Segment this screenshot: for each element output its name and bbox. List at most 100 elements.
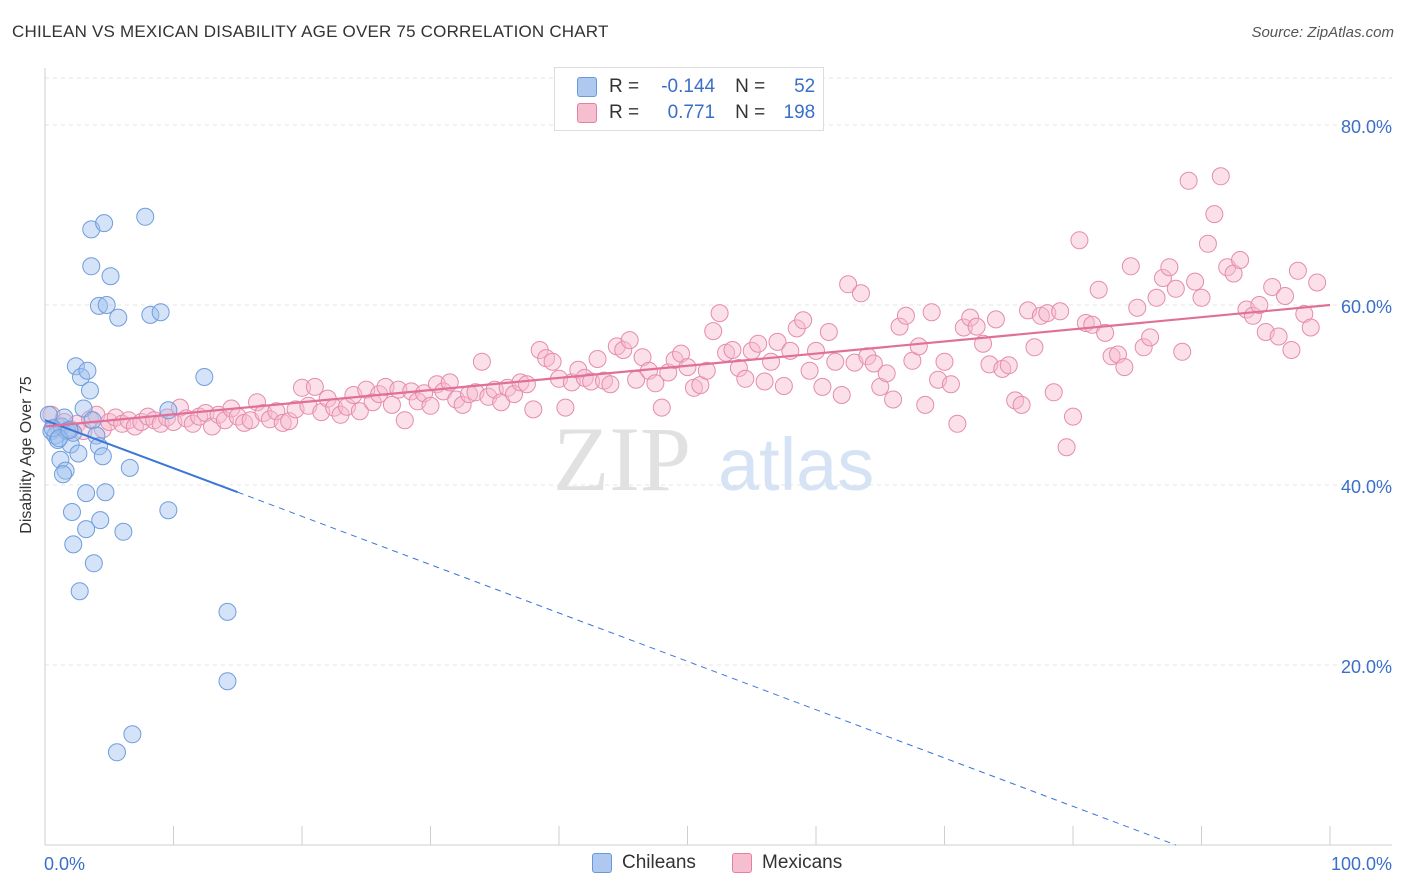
chilean-point <box>77 520 96 539</box>
chilean-point <box>66 357 85 376</box>
mexican-point <box>1102 347 1121 366</box>
legend-r-label: R = <box>609 76 640 97</box>
mexican-point <box>1051 302 1070 321</box>
mexican-point <box>1064 407 1082 426</box>
mexican-point <box>1153 269 1172 287</box>
mexican-point <box>864 354 883 373</box>
mexican-point <box>1263 278 1282 296</box>
bottom-legend-swatch-mexicans <box>732 853 752 873</box>
chilean-point <box>84 554 103 573</box>
chilean-point <box>62 503 81 521</box>
y-tick-label: 80.0% <box>1341 117 1392 137</box>
mexican-point <box>1096 323 1115 342</box>
mexican-point <box>1308 273 1327 292</box>
watermark-atlas: atlas <box>718 423 874 506</box>
mexican-point <box>1025 338 1044 357</box>
mexican-point <box>440 373 459 392</box>
mexican-point <box>267 402 286 421</box>
mexican-point <box>851 284 870 303</box>
mexican-point <box>774 377 793 395</box>
watermark: ZIP atlas <box>553 408 874 510</box>
mexican-point <box>1198 234 1217 253</box>
chilean-point <box>97 296 116 314</box>
mexican-point <box>986 310 1005 329</box>
mexican-point <box>543 352 562 371</box>
chileans-points <box>39 207 237 762</box>
trend-lines <box>44 303 1331 846</box>
mexican-point <box>1083 315 1102 334</box>
chileans-trend-line <box>44 419 239 494</box>
bottom-legend-mexicans: Mexicans <box>732 852 842 874</box>
chilean-point <box>77 484 96 503</box>
chilean-point <box>82 257 101 276</box>
mexican-point <box>1121 257 1140 276</box>
mexican-point <box>813 377 832 396</box>
mexican-point <box>1250 296 1269 314</box>
mexican-point <box>762 352 781 371</box>
mexican-point <box>170 398 189 417</box>
chilean-point <box>69 444 88 463</box>
legend-swatch-mexicans <box>577 103 597 123</box>
chilean-point <box>78 361 97 380</box>
bottom-legend-label-chileans: Chileans <box>622 852 696 873</box>
mexican-point <box>1115 358 1134 377</box>
bottom-legend-swatch-chileans <box>592 853 612 873</box>
chileans-trend-extension <box>237 491 1176 846</box>
mexican-point <box>967 317 986 336</box>
mexican-point <box>1276 287 1295 305</box>
mexican-point <box>1301 318 1320 337</box>
mexican-point <box>736 369 755 388</box>
chilean-point <box>159 501 178 520</box>
mexican-point <box>948 414 967 433</box>
chilean-point <box>218 602 237 621</box>
legend-n-label: N = <box>735 76 766 97</box>
mexican-point <box>421 396 440 415</box>
mexican-point <box>697 361 716 380</box>
mexican-point <box>1288 261 1307 280</box>
mexican-point <box>807 341 825 360</box>
chilean-point <box>123 725 142 744</box>
mexican-point <box>1211 167 1230 186</box>
mexican-point <box>826 352 845 371</box>
mexican-point <box>768 332 787 351</box>
mexican-point <box>395 411 414 430</box>
mexican-point <box>1006 391 1025 410</box>
tick-labels: 20.0% 40.0% 60.0% 80.0% 0.0% 100.0% <box>44 117 1392 874</box>
mexican-point <box>1179 171 1198 190</box>
mexican-point <box>974 334 993 353</box>
mexican-point <box>614 341 633 359</box>
chilean-point <box>141 305 160 324</box>
mexican-point <box>582 372 601 391</box>
chilean-point <box>120 458 139 477</box>
chilean-point <box>61 435 80 454</box>
y-tick-label: 20.0% <box>1341 657 1392 677</box>
mexican-point <box>1282 341 1301 359</box>
chilean-point <box>96 483 115 502</box>
mexican-point <box>999 356 1018 375</box>
mexican-point <box>1147 288 1166 307</box>
mexican-point <box>505 385 524 404</box>
mexican-point <box>1141 328 1160 347</box>
mexican-point <box>1160 258 1179 277</box>
legend-swatch-chileans <box>577 77 597 97</box>
mexican-point <box>749 334 768 353</box>
mexican-point <box>556 398 575 417</box>
mexican-point <box>954 318 973 337</box>
mexican-point <box>273 413 292 432</box>
mexican-point <box>1012 395 1031 414</box>
y-tick-label: 40.0% <box>1341 477 1392 497</box>
mexican-point <box>1192 288 1211 307</box>
chilean-point <box>195 368 214 386</box>
bottom-legend-chileans: Chileans <box>592 852 696 874</box>
mexican-point <box>472 352 491 371</box>
mexican-point <box>922 303 941 322</box>
mexican-point <box>601 375 620 394</box>
mexican-point <box>652 398 671 417</box>
mexican-point <box>729 359 748 377</box>
legend-row-chileans: R = -0.144 N = 52 <box>577 75 815 99</box>
y-tick-label: 60.0% <box>1341 297 1392 317</box>
grid-lines <box>45 77 1392 666</box>
mexican-point <box>877 364 896 383</box>
mexican-point <box>755 372 774 391</box>
